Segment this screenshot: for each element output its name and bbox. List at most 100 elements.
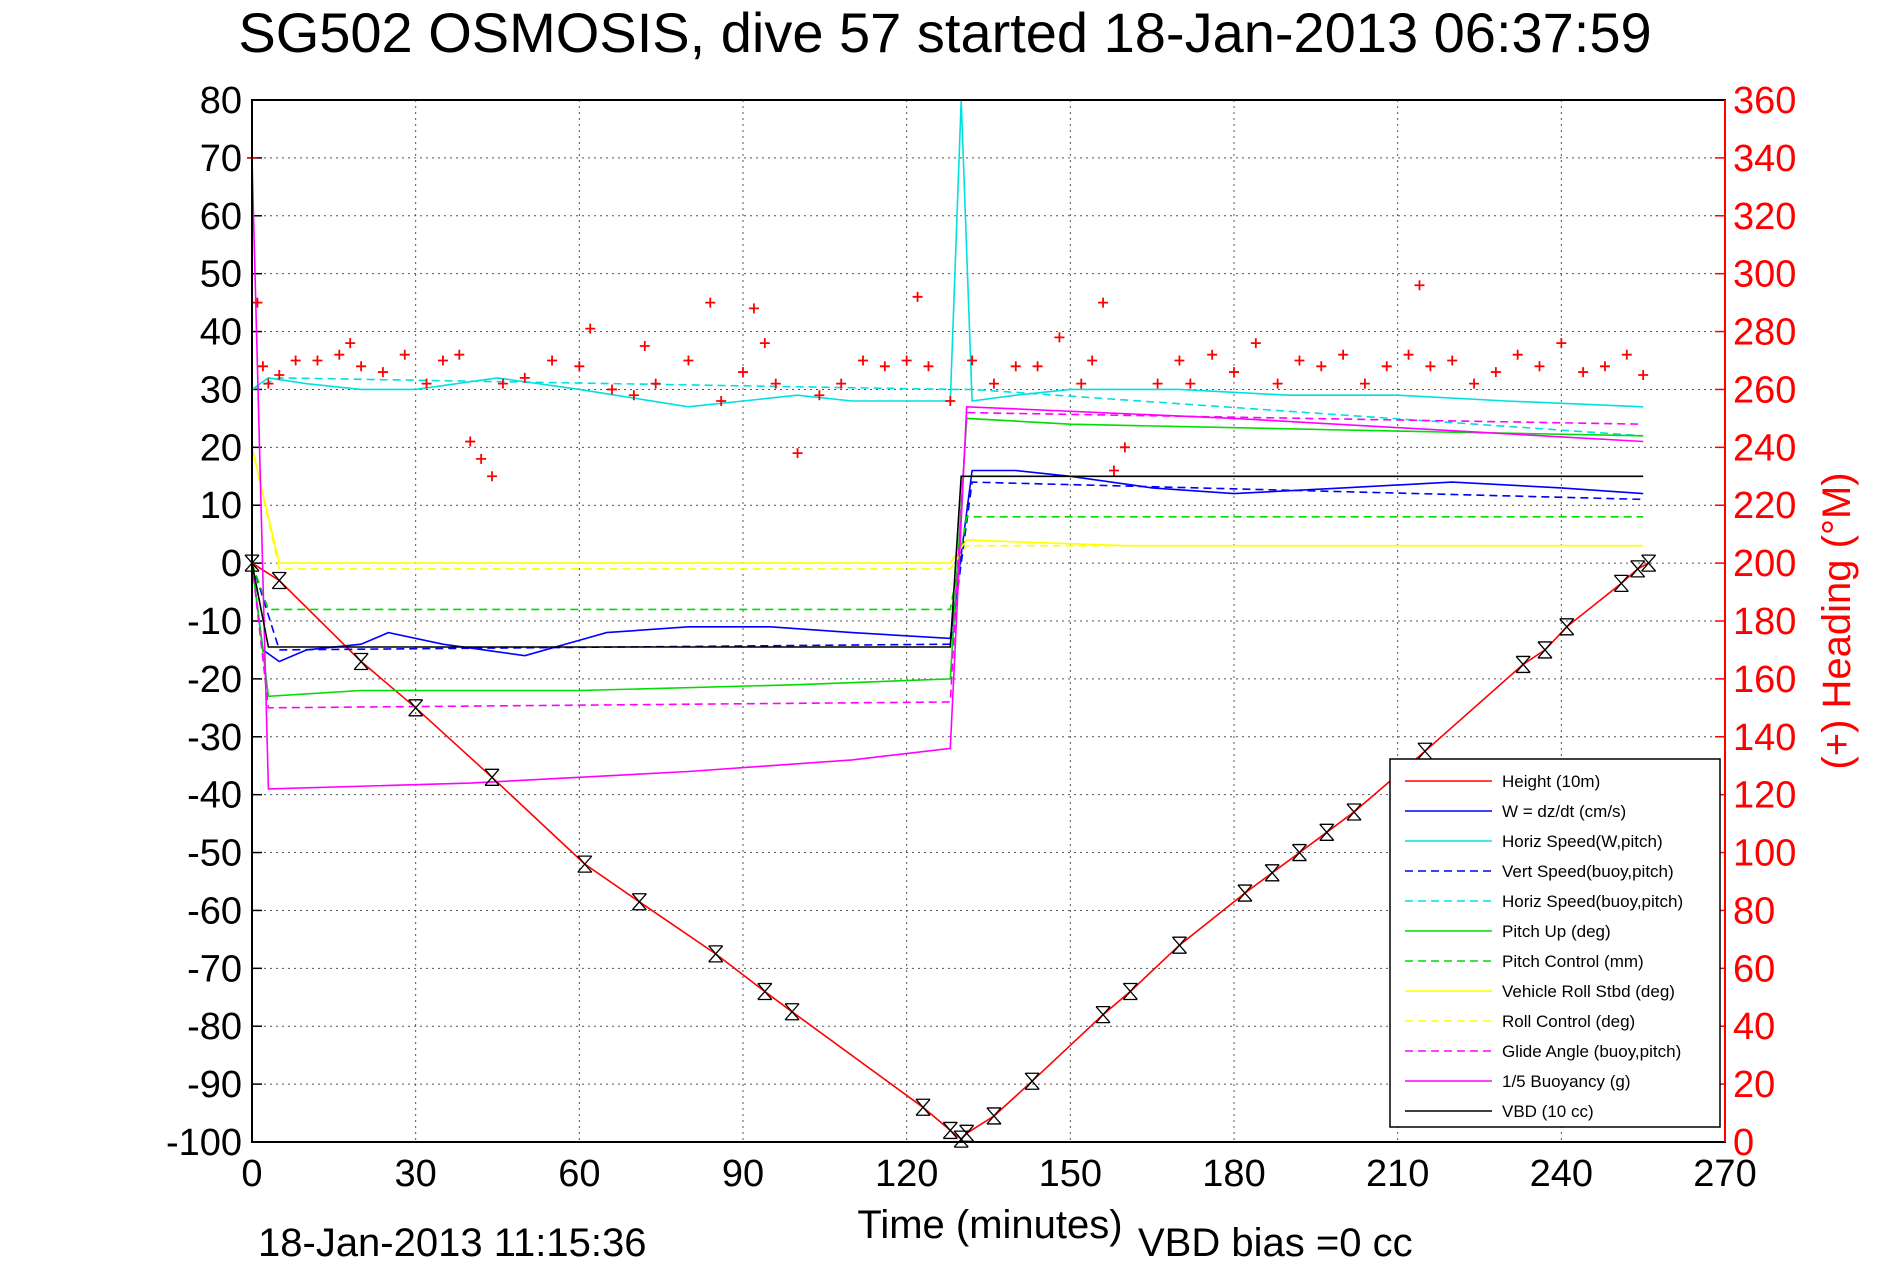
x-tick-label: 120	[875, 1153, 938, 1195]
heading-point	[1119, 442, 1130, 453]
legend-box	[1389, 758, 1721, 1128]
heading-point	[1381, 361, 1392, 372]
heading-point	[356, 361, 367, 372]
heading-point	[901, 355, 912, 366]
heading-point	[1425, 361, 1436, 372]
series-line-roll-control-deg	[251, 447, 1644, 570]
heading-point	[1185, 378, 1196, 389]
height-marker	[1515, 655, 1531, 674]
height-marker	[1122, 982, 1138, 1001]
height-marker	[1559, 618, 1575, 636]
series-line-horiz-speed-w-pitch	[251, 99, 1644, 408]
right-y-tick-labels: 3603403203002802602402202001801601401201…	[1733, 80, 1796, 1164]
heading-point	[738, 367, 748, 378]
right-y-tick-label: 160	[1733, 659, 1796, 701]
right-y-tick-label: 260	[1733, 369, 1796, 411]
footer-timestamp: 18-Jan-2013 11:15:36	[258, 1221, 646, 1262]
right-y-tick-label: 100	[1733, 833, 1796, 875]
heading-point	[1578, 367, 1589, 378]
x-tick-label: 270	[1693, 1153, 1756, 1195]
heading-point	[437, 355, 448, 366]
y-tick-label: 80	[200, 80, 242, 122]
heading-point	[1294, 355, 1305, 366]
y-tick-label: -40	[187, 775, 242, 817]
heading-point	[334, 349, 345, 360]
height-marker	[942, 1121, 958, 1140]
x-tick-label: 150	[1039, 1153, 1102, 1195]
heading-point	[547, 355, 558, 366]
heading-point	[1359, 378, 1370, 389]
height-marker	[1024, 1072, 1040, 1090]
height-marker	[1613, 574, 1629, 593]
x-tick-label: 30	[395, 1153, 437, 1195]
y-tick-label: -70	[187, 948, 242, 990]
heading-point	[912, 291, 923, 302]
right-y-tick-label: 60	[1733, 948, 1775, 990]
heading-point	[252, 297, 263, 308]
heading-scatter	[247, 152, 1649, 482]
legend-label: Horiz Speed(W,pitch)	[1502, 832, 1663, 851]
legend-label: Pitch Up (deg)	[1502, 922, 1611, 941]
legend-label: VBD (10 cc)	[1502, 1102, 1594, 1121]
legend: Height (10m) W = dz/dt (cm/s) Horiz Speed(…	[1389, 758, 1721, 1128]
heading-point	[748, 303, 759, 314]
height-marker	[1264, 864, 1280, 882]
heading-point	[1403, 349, 1414, 360]
right-y-tick-label: 320	[1733, 196, 1796, 238]
heading-point	[923, 361, 934, 372]
height-markers	[244, 554, 1657, 1148]
x-axis-label: Time (minutes)	[857, 1203, 1122, 1247]
right-y-tick-label: 340	[1733, 138, 1796, 180]
y-tick-label: -60	[187, 890, 242, 932]
heading-point	[263, 378, 274, 389]
right-y-tick-label: 200	[1733, 543, 1796, 585]
series-line-vert-speed-buoy-pitch	[251, 481, 1644, 651]
heading-point	[650, 378, 661, 389]
legend-label: Height (10m)	[1502, 772, 1600, 791]
heading-point	[487, 471, 498, 482]
heading-point	[770, 378, 781, 389]
x-tick-label: 90	[722, 1153, 764, 1195]
height-marker	[1319, 823, 1335, 841]
heading-point	[1054, 332, 1065, 343]
y-tick-label: 30	[200, 369, 242, 411]
y-tick-label: 10	[200, 485, 242, 527]
heading-point	[1490, 367, 1501, 378]
heading-point	[574, 361, 585, 372]
y-tick-label: 60	[200, 196, 242, 238]
heading-point	[1250, 338, 1261, 349]
heading-point	[639, 341, 650, 352]
heading-point	[683, 355, 694, 366]
heading-point	[1207, 349, 1218, 360]
x-tick-labels: 0 30 60 90 120 150 180 210 240 270	[241, 1153, 1756, 1195]
height-marker	[708, 945, 724, 963]
height-marker	[631, 893, 647, 911]
heading-point	[345, 338, 356, 349]
right-y-tick-label: 120	[1733, 775, 1796, 817]
height-marker	[959, 1124, 975, 1142]
heading-point	[585, 323, 596, 334]
heading-point	[1098, 297, 1109, 308]
y-tick-label: 70	[200, 138, 242, 180]
y-tick-label: 50	[200, 254, 242, 296]
heading-point	[421, 378, 432, 389]
heading-point	[1152, 378, 1163, 389]
heading-point	[858, 355, 869, 366]
legend-label: Vert Speed(buoy,pitch)	[1502, 862, 1674, 881]
right-y-axis-label: (+) Heading (°M)	[1815, 472, 1859, 769]
right-y-tick-label: 180	[1733, 601, 1796, 643]
heading-point	[1032, 361, 1043, 372]
series-line-vehicle-roll-stbd-deg	[251, 447, 1644, 564]
height-marker	[1237, 884, 1253, 902]
heading-point	[1076, 378, 1087, 389]
height-marker	[353, 652, 369, 671]
heading-point	[1621, 349, 1632, 360]
heading-point	[1316, 361, 1327, 372]
x-tick-label: 180	[1202, 1153, 1265, 1195]
height-marker	[757, 982, 773, 1001]
heading-point	[836, 378, 847, 389]
height-marker	[1630, 560, 1646, 578]
heading-point	[1447, 355, 1458, 366]
heading-point	[716, 396, 727, 407]
